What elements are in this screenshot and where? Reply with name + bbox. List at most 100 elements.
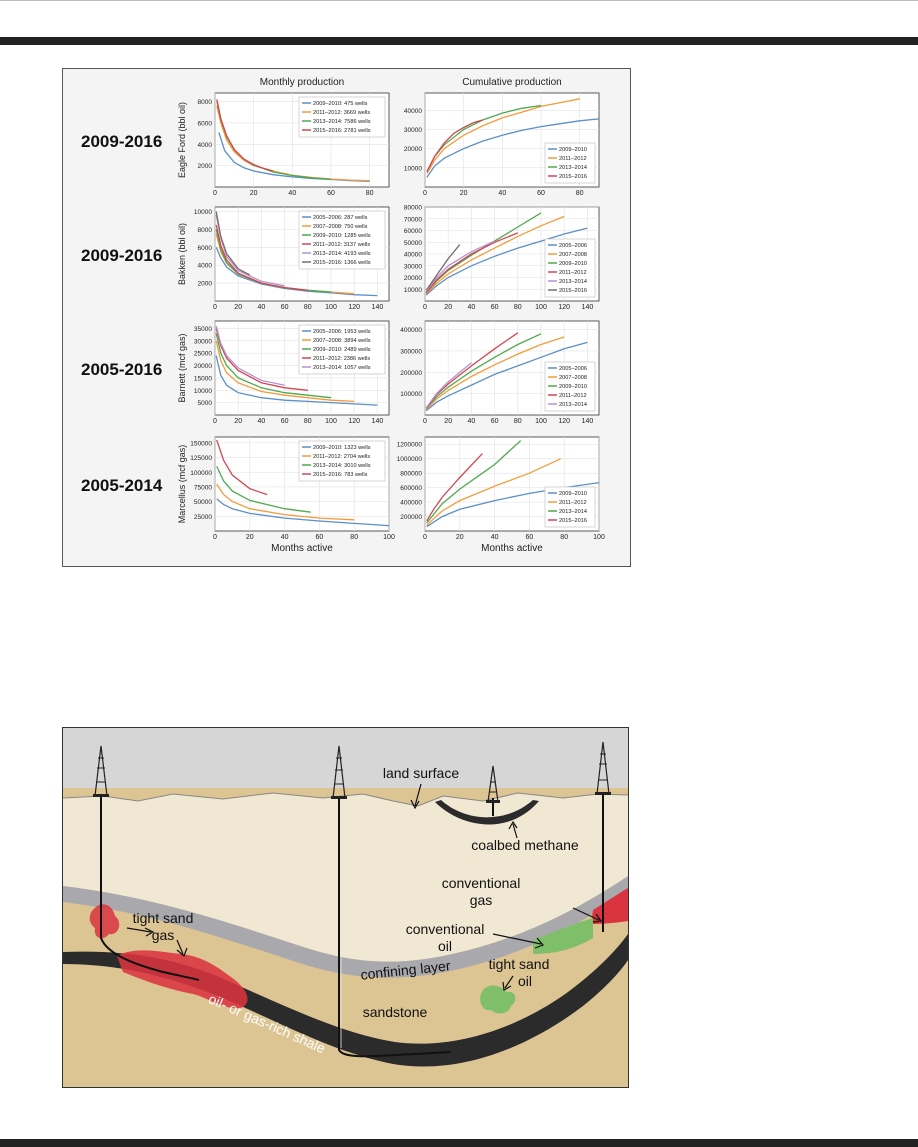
y-axis-label: Eagle Ford (bbl oil) xyxy=(177,102,187,178)
tight-sand-gas-blob xyxy=(89,904,120,939)
x-tick-label: 20 xyxy=(246,534,254,541)
horizontal-well-left xyxy=(100,796,200,981)
x-tick-label: 100 xyxy=(535,304,547,311)
x-tick-label: 40 xyxy=(258,418,266,425)
y-tick-label: 6000 xyxy=(198,120,213,127)
y-tick-label: 150000 xyxy=(190,440,212,447)
series-line xyxy=(425,215,565,295)
legend-entry: 2015–2016 xyxy=(559,518,587,524)
x-tick-label: 40 xyxy=(491,534,499,541)
legend-entry: 2013–2014: 7586 wells xyxy=(313,119,371,125)
y-tick-label: 2000 xyxy=(198,163,213,170)
label-tight-sand-oil-2: oil xyxy=(518,973,532,989)
label-conventional-gas: conventional xyxy=(442,875,521,891)
series-line xyxy=(426,98,580,174)
x-tick-label: 0 xyxy=(213,534,217,541)
confining-layer xyxy=(63,876,628,978)
x-tick-label: 100 xyxy=(383,534,395,541)
series-line xyxy=(215,247,378,297)
derrick-icon xyxy=(486,765,500,803)
y-tick-label: 200000 xyxy=(400,370,422,377)
series-line xyxy=(425,212,542,294)
geology-cross-section: land surface coalbed methane conventiona… xyxy=(63,728,628,1087)
conventional-gas-trap xyxy=(591,888,628,924)
x-tick-label: 40 xyxy=(468,304,476,311)
y-tick-label: 20000 xyxy=(404,275,422,282)
y-tick-label: 800000 xyxy=(400,471,422,478)
legend-entry: 2015–2016 xyxy=(559,174,587,180)
label-conventional-oil-2: oil xyxy=(438,938,452,954)
x-tick-label: 100 xyxy=(325,304,337,311)
x-tick-label: 80 xyxy=(560,534,568,541)
series-line xyxy=(215,224,308,291)
x-tick-label: 80 xyxy=(366,190,374,197)
legend-entry: 2013–2014 xyxy=(559,279,587,285)
header-bar xyxy=(0,37,918,45)
label-tight-sand-gas: tight sand xyxy=(133,910,194,926)
series-line xyxy=(215,333,332,399)
column-title: Cumulative production xyxy=(462,77,562,88)
x-tick-label: 120 xyxy=(558,418,570,425)
legend-entry: 2013–2014 xyxy=(559,402,587,408)
series-line xyxy=(425,232,519,294)
x-tick-label: 100 xyxy=(325,418,337,425)
y-tick-label: 30000 xyxy=(194,338,212,345)
y-tick-label: 400000 xyxy=(400,500,422,507)
tight-sand-gas-zone xyxy=(117,950,248,1009)
y-tick-label: 50000 xyxy=(194,499,212,506)
legend-entry: 2009–2010 xyxy=(559,384,587,390)
legend-entry: 2007–2008 xyxy=(559,375,587,381)
legend-entry: 2015–2016 xyxy=(559,288,587,294)
x-tick-label: 80 xyxy=(350,534,358,541)
y-tick-label: 30000 xyxy=(404,127,422,134)
derrick-icon xyxy=(331,745,347,799)
x-tick-label: 140 xyxy=(372,304,384,311)
legend-entry: 2011–2012 xyxy=(559,500,587,506)
series-line xyxy=(216,498,390,527)
x-tick-label: 40 xyxy=(258,304,266,311)
legend-entry: 2011–2012: 3137 wells xyxy=(313,242,370,248)
y-axis-label: Barnett (mcf gas) xyxy=(177,333,187,402)
shale-layer xyxy=(63,934,628,1067)
series-line xyxy=(425,362,472,409)
series-line xyxy=(216,466,311,513)
legend-entry: 2015–2016: 1366 wells xyxy=(313,260,371,266)
y-tick-label: 100000 xyxy=(400,391,422,398)
land-surface-line xyxy=(63,792,628,807)
x-tick-label: 80 xyxy=(304,418,312,425)
y-tick-label: 8000 xyxy=(198,99,213,106)
series-line xyxy=(425,333,542,410)
legend-entry: 2011–2012 xyxy=(559,156,587,162)
y-tick-label: 300000 xyxy=(400,348,422,355)
y-tick-label: 2000 xyxy=(198,281,213,288)
x-tick-label: 20 xyxy=(234,418,242,425)
x-tick-label: 60 xyxy=(537,190,545,197)
y-tick-label: 4000 xyxy=(198,263,213,270)
series-line xyxy=(215,325,285,386)
legend-box xyxy=(298,324,386,375)
legend-entry: 2013–2014 xyxy=(559,509,587,515)
legend-entry: 2013–2014: 1057 wells xyxy=(313,365,371,371)
x-tick-label: 20 xyxy=(460,190,468,197)
x-tick-label: 60 xyxy=(327,190,335,197)
x-tick-label: 60 xyxy=(491,418,499,425)
label-tight-sand-oil: tight sand xyxy=(489,956,550,972)
upper-rock-layer xyxy=(63,793,628,962)
legend-entry: 2011–2012: 2704 wells xyxy=(313,454,370,460)
x-tick-label: 40 xyxy=(468,418,476,425)
x-tick-label: 60 xyxy=(281,418,289,425)
production-charts: Monthly production Cumulative production 2… xyxy=(81,77,605,554)
label-tight-sand-gas-2: gas xyxy=(152,927,175,943)
x-tick-label: 100 xyxy=(593,534,605,541)
x-tick-label: 40 xyxy=(281,534,289,541)
series-line xyxy=(215,340,355,403)
series-line xyxy=(216,99,274,172)
legend-entry: 2005–2006 xyxy=(559,243,587,249)
legend-entry: 2009–2010: 1285 wells xyxy=(313,233,371,239)
period-label: 2009-2016 xyxy=(81,246,162,265)
x-tick-label: 60 xyxy=(316,534,324,541)
y-tick-label: 10000 xyxy=(404,165,422,172)
y-tick-label: 10000 xyxy=(194,388,212,395)
x-tick-label: 80 xyxy=(304,304,312,311)
series-line xyxy=(426,119,484,172)
